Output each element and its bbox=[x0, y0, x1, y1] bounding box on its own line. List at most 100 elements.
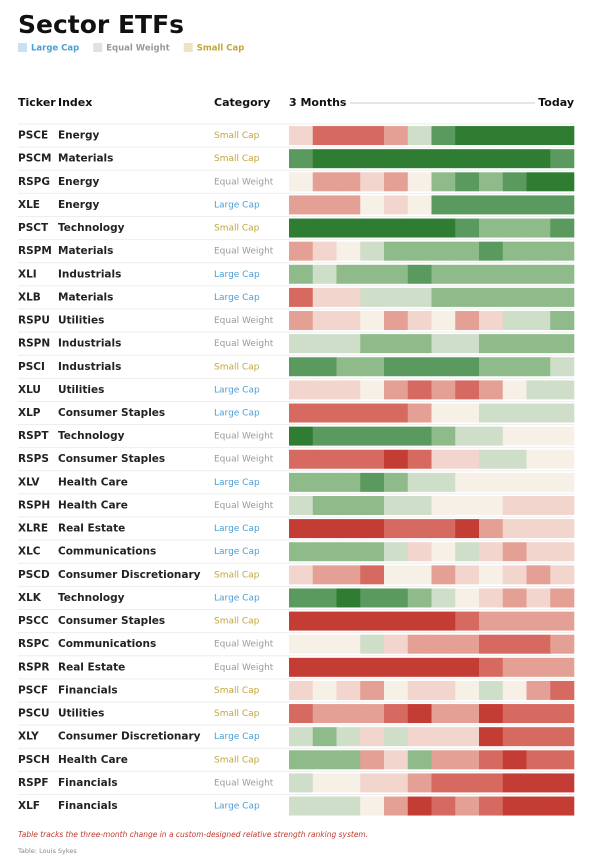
heat-cell bbox=[312, 680, 337, 700]
heat-cell bbox=[431, 796, 456, 816]
heat-cell bbox=[312, 588, 337, 608]
heat-cell bbox=[550, 519, 575, 539]
heat-cell bbox=[336, 426, 361, 446]
ticker: RSPF bbox=[18, 777, 49, 789]
heat-cell bbox=[360, 657, 385, 677]
heat-cell bbox=[384, 657, 409, 677]
heat-cell bbox=[336, 241, 361, 261]
heat-cell bbox=[407, 796, 432, 816]
heat-cell bbox=[455, 565, 480, 585]
heat-cell bbox=[550, 172, 575, 192]
heat-cell bbox=[336, 495, 361, 515]
category: Equal Weight bbox=[214, 339, 274, 349]
heat-cell bbox=[360, 172, 385, 192]
category: Large Cap bbox=[214, 547, 260, 557]
index: Communications bbox=[58, 546, 156, 558]
heat-cell bbox=[526, 241, 551, 261]
ticker: XLI bbox=[18, 268, 37, 280]
heat-cell bbox=[312, 264, 337, 284]
column-header: Category bbox=[214, 96, 270, 109]
heat-cell bbox=[336, 634, 361, 654]
heat-cell bbox=[384, 611, 409, 631]
legend-label: Large Cap bbox=[31, 44, 79, 54]
heat-cell bbox=[431, 727, 456, 747]
heat-cell bbox=[289, 218, 314, 238]
note: Table tracks the three-month change in a… bbox=[18, 830, 368, 839]
heat-cell bbox=[502, 519, 527, 539]
category: Equal Weight bbox=[214, 177, 274, 187]
heat-cell bbox=[312, 403, 337, 423]
heat-cell bbox=[289, 126, 314, 146]
heat-cell bbox=[289, 241, 314, 261]
index: Industrials bbox=[58, 268, 121, 280]
heat-cell bbox=[407, 588, 432, 608]
heat-cell bbox=[455, 403, 480, 423]
heat-cell bbox=[550, 149, 575, 169]
category: Large Cap bbox=[214, 270, 260, 280]
ticker: RSPS bbox=[18, 453, 49, 465]
heat-cell bbox=[455, 287, 480, 307]
heat-cell bbox=[550, 680, 575, 700]
heat-cell bbox=[550, 195, 575, 215]
heat-cell bbox=[431, 287, 456, 307]
index: Consumer Staples bbox=[58, 453, 165, 465]
heat-cell bbox=[502, 611, 527, 631]
heat-cell bbox=[407, 149, 432, 169]
heat-cell bbox=[384, 126, 409, 146]
heat-cell bbox=[384, 311, 409, 331]
category: Small Cap bbox=[214, 131, 260, 141]
heat-cell bbox=[431, 426, 456, 446]
category: Small Cap bbox=[214, 755, 260, 765]
heat-cell bbox=[455, 426, 480, 446]
category: Equal Weight bbox=[214, 247, 274, 257]
heat-cell bbox=[526, 287, 551, 307]
heat-cell bbox=[312, 287, 337, 307]
heat-cell bbox=[431, 565, 456, 585]
heat-cell bbox=[526, 449, 551, 469]
index: Industrials bbox=[58, 338, 121, 350]
heat-cell bbox=[479, 241, 504, 261]
heat-cell bbox=[312, 519, 337, 539]
heat-cell bbox=[431, 218, 456, 238]
heat-cell bbox=[502, 172, 527, 192]
heat-cell bbox=[526, 380, 551, 400]
heat-cell bbox=[502, 565, 527, 585]
heat-cell bbox=[336, 218, 361, 238]
heat-cell bbox=[407, 773, 432, 793]
heat-cell bbox=[455, 634, 480, 654]
heat-cell bbox=[431, 611, 456, 631]
heat-cell bbox=[455, 449, 480, 469]
heat-cell bbox=[336, 611, 361, 631]
heat-cell bbox=[384, 704, 409, 724]
index: Materials bbox=[58, 291, 113, 303]
heat-cell bbox=[526, 472, 551, 492]
category: Small Cap bbox=[214, 617, 260, 627]
heat-cell bbox=[550, 449, 575, 469]
heat-cell bbox=[431, 773, 456, 793]
heat-cell bbox=[431, 542, 456, 562]
heat-cell bbox=[360, 426, 385, 446]
heat-cell bbox=[502, 403, 527, 423]
ticker: XLY bbox=[18, 731, 39, 743]
heat-cell bbox=[431, 495, 456, 515]
category: Small Cap bbox=[214, 570, 260, 580]
index: Energy bbox=[58, 199, 99, 211]
heat-cell bbox=[289, 287, 314, 307]
heat-cell bbox=[336, 287, 361, 307]
heat-cell bbox=[455, 519, 480, 539]
heat-cell bbox=[431, 449, 456, 469]
heat-cell bbox=[431, 588, 456, 608]
ticker: PSCH bbox=[18, 754, 50, 766]
heat-cell bbox=[336, 657, 361, 677]
heat-cell bbox=[289, 195, 314, 215]
heat-cell bbox=[526, 311, 551, 331]
heat-cell bbox=[526, 588, 551, 608]
category: Equal Weight bbox=[214, 778, 274, 788]
heat-cell bbox=[360, 542, 385, 562]
ticker: RSPG bbox=[18, 176, 50, 188]
category: Equal Weight bbox=[214, 640, 274, 650]
ticker: PSCT bbox=[18, 222, 49, 234]
index: Utilities bbox=[58, 315, 104, 327]
category: Large Cap bbox=[214, 293, 260, 303]
index: Utilities bbox=[58, 708, 104, 720]
